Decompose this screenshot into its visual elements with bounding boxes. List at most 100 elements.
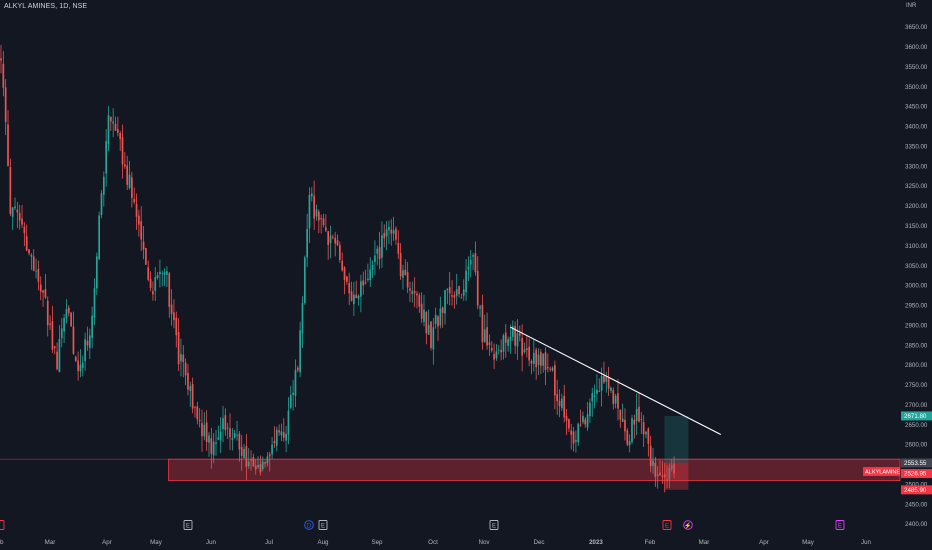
candle-body	[102, 176, 105, 195]
event-dividend-marker	[304, 520, 314, 530]
candle-body	[280, 431, 283, 436]
candle-body	[2, 63, 5, 88]
price-label-last: 2526.95	[904, 471, 927, 478]
candle-body	[91, 315, 93, 338]
candle-body	[252, 457, 255, 467]
x-tick-label: Mar	[699, 539, 710, 546]
candle-body	[638, 406, 640, 422]
candle-body	[184, 362, 187, 376]
candle-body	[493, 353, 495, 360]
candle-body	[128, 174, 131, 188]
candle-body	[339, 245, 341, 260]
candle-body	[156, 275, 159, 278]
y-tick-label: 3200.00	[905, 203, 928, 210]
candle-body	[296, 367, 299, 371]
candle-body	[584, 419, 587, 425]
candle-body	[114, 123, 117, 131]
candle-body	[317, 211, 320, 221]
event-earnings-glyph: E	[186, 523, 190, 529]
candle-body	[51, 321, 54, 350]
candle-body	[441, 307, 444, 313]
candle-body	[161, 273, 164, 275]
candle-body	[516, 332, 519, 347]
candle-body	[245, 446, 248, 467]
candle-body	[603, 375, 605, 383]
candle-body	[299, 330, 301, 373]
y-tick-label: 3600.00	[905, 44, 928, 51]
candle-body	[430, 321, 432, 349]
candle-body	[360, 281, 362, 297]
candle-body	[554, 364, 556, 396]
candle-body	[210, 438, 213, 454]
candle-body	[666, 479, 668, 481]
candle-body	[558, 400, 561, 407]
y-tick-label: 2750.00	[905, 382, 928, 389]
candle-body	[124, 164, 126, 167]
candle-body	[39, 284, 42, 292]
candle-body	[495, 351, 498, 359]
candle-body	[346, 276, 348, 282]
candle-body	[593, 395, 596, 397]
candle-body	[507, 339, 509, 346]
candle-body	[547, 367, 549, 369]
candle-body	[126, 165, 129, 185]
candle-body	[292, 392, 294, 396]
candle-body	[289, 394, 292, 408]
candle-body	[362, 280, 365, 286]
event-earnings-marker	[318, 520, 328, 530]
candle-body	[523, 349, 526, 353]
candle-body	[282, 432, 285, 438]
candle-body	[371, 265, 374, 270]
candle-body	[285, 433, 287, 441]
candle-body	[261, 461, 264, 470]
candle-body	[88, 335, 91, 348]
candle-body	[353, 294, 355, 305]
candle-body	[437, 316, 439, 327]
candle-body	[514, 326, 516, 346]
candle-body	[427, 324, 430, 335]
event-earnings-marker	[183, 520, 193, 530]
candle-body	[46, 300, 49, 326]
candle-body	[488, 342, 491, 345]
candle-body	[257, 464, 259, 468]
x-tick-label: May	[802, 539, 815, 546]
candle-body	[229, 428, 231, 438]
candle-body	[582, 415, 584, 423]
candle-body	[423, 309, 425, 323]
candle-body	[444, 290, 446, 314]
candle-body	[119, 132, 122, 140]
candle-body	[93, 288, 96, 318]
candle-body	[556, 394, 559, 402]
candle-body	[656, 474, 659, 477]
candle-body	[310, 193, 313, 197]
candle-body	[30, 254, 33, 257]
event-earnings-glyph: E	[838, 523, 842, 529]
candle-body	[70, 312, 72, 327]
y-tick-label: 2600.00	[905, 442, 928, 449]
y-tick-label: 2900.00	[905, 322, 928, 329]
candle-body	[565, 416, 568, 421]
candle-body	[140, 221, 143, 240]
candle-body	[58, 339, 61, 372]
candle-body	[497, 349, 500, 351]
candle-body	[65, 309, 68, 319]
y-tick-label: 3550.00	[905, 64, 928, 71]
y-tick-label: 3300.00	[905, 163, 928, 170]
price-label-target: 2671.80	[904, 413, 927, 420]
candle-body	[198, 419, 201, 422]
candle-body	[635, 408, 638, 422]
candle-body	[451, 295, 453, 297]
candle-body	[395, 228, 397, 240]
currency-label: INR	[906, 3, 917, 9]
candle-body	[147, 267, 150, 280]
candle-body	[439, 308, 442, 326]
candle-body	[301, 303, 304, 334]
event-earnings-glyph: E	[492, 523, 496, 529]
y-tick-label: 3350.00	[905, 143, 928, 150]
candle-body	[579, 424, 582, 426]
demand-zone	[168, 458, 901, 482]
event-earnings-glyph: E	[321, 523, 325, 529]
candle-body	[133, 198, 136, 203]
candle-body	[406, 272, 409, 288]
